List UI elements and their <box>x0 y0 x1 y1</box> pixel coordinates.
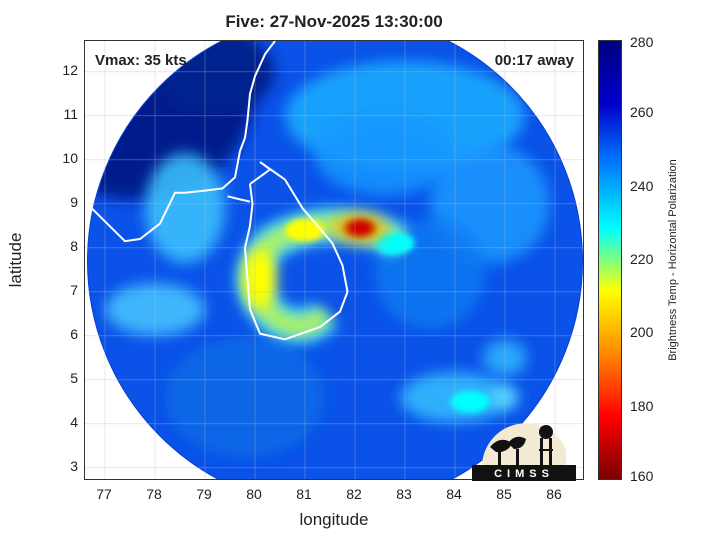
y-axis-label: latitude <box>6 232 25 288</box>
swath-outline <box>87 41 583 479</box>
y-tick-label: 4 <box>70 413 78 430</box>
time-offset-label: 00:17 away <box>494 52 574 69</box>
y-tick-label: 6 <box>70 325 78 342</box>
india-coastline <box>85 41 276 243</box>
y-tick-label: 12 <box>62 61 78 78</box>
colorbar-tick-label: 180 <box>630 397 654 414</box>
vmax-label: Vmax: 35 kts <box>95 52 187 69</box>
y-tick-label: 7 <box>70 281 78 298</box>
x-tick-label: 86 <box>546 486 562 502</box>
sri-lanka-coastline <box>243 161 349 341</box>
x-tick-label: 82 <box>346 486 362 502</box>
x-tick-label: 84 <box>446 486 462 502</box>
x-tick-label: 80 <box>246 486 262 502</box>
x-tick-label: 83 <box>396 486 412 502</box>
rain-band <box>315 115 455 196</box>
x-tick-label: 79 <box>196 486 212 502</box>
y-tick-label: 11 <box>63 105 78 122</box>
convective-feature <box>450 390 490 413</box>
y-tick-label: 8 <box>70 237 78 254</box>
colorbar-tick-label: 220 <box>630 251 654 267</box>
map-svg <box>85 41 583 479</box>
y-tick-label: 3 <box>70 457 78 474</box>
y-tick-label: 10 <box>62 149 78 166</box>
colorbar-tick-label: 260 <box>630 104 654 121</box>
colorbar-tick-label: 240 <box>630 177 654 194</box>
warm-core-feature <box>244 248 276 309</box>
cimss-logo: CIMSS <box>472 423 576 481</box>
x-tick-label: 85 <box>496 486 512 502</box>
plot-area <box>84 40 584 480</box>
adams-bridge-coastline <box>227 195 251 203</box>
colorbar-tick-label: 160 <box>630 468 654 484</box>
colorbar-tick-label: 200 <box>630 324 654 341</box>
rain-band <box>145 153 225 264</box>
y-tick-label: 9 <box>70 193 78 210</box>
colorbar <box>598 40 622 480</box>
x-tick-label: 81 <box>296 486 312 502</box>
rain-band <box>165 337 325 458</box>
chart-title: Five: 27-Nov-2025 13:30:00 <box>225 12 443 31</box>
x-tick-label: 77 <box>96 486 112 502</box>
colorbar-label: Brightness Temp - Horizontal Polarizatio… <box>667 159 679 361</box>
x-axis-label: longitude <box>299 510 369 529</box>
y-tick-label: 5 <box>70 369 78 386</box>
x-tick-label: 78 <box>146 486 162 502</box>
logo-text: CIMSS <box>494 468 554 480</box>
convective-core <box>348 221 372 235</box>
colorbar-tick-label: 280 <box>630 34 654 50</box>
